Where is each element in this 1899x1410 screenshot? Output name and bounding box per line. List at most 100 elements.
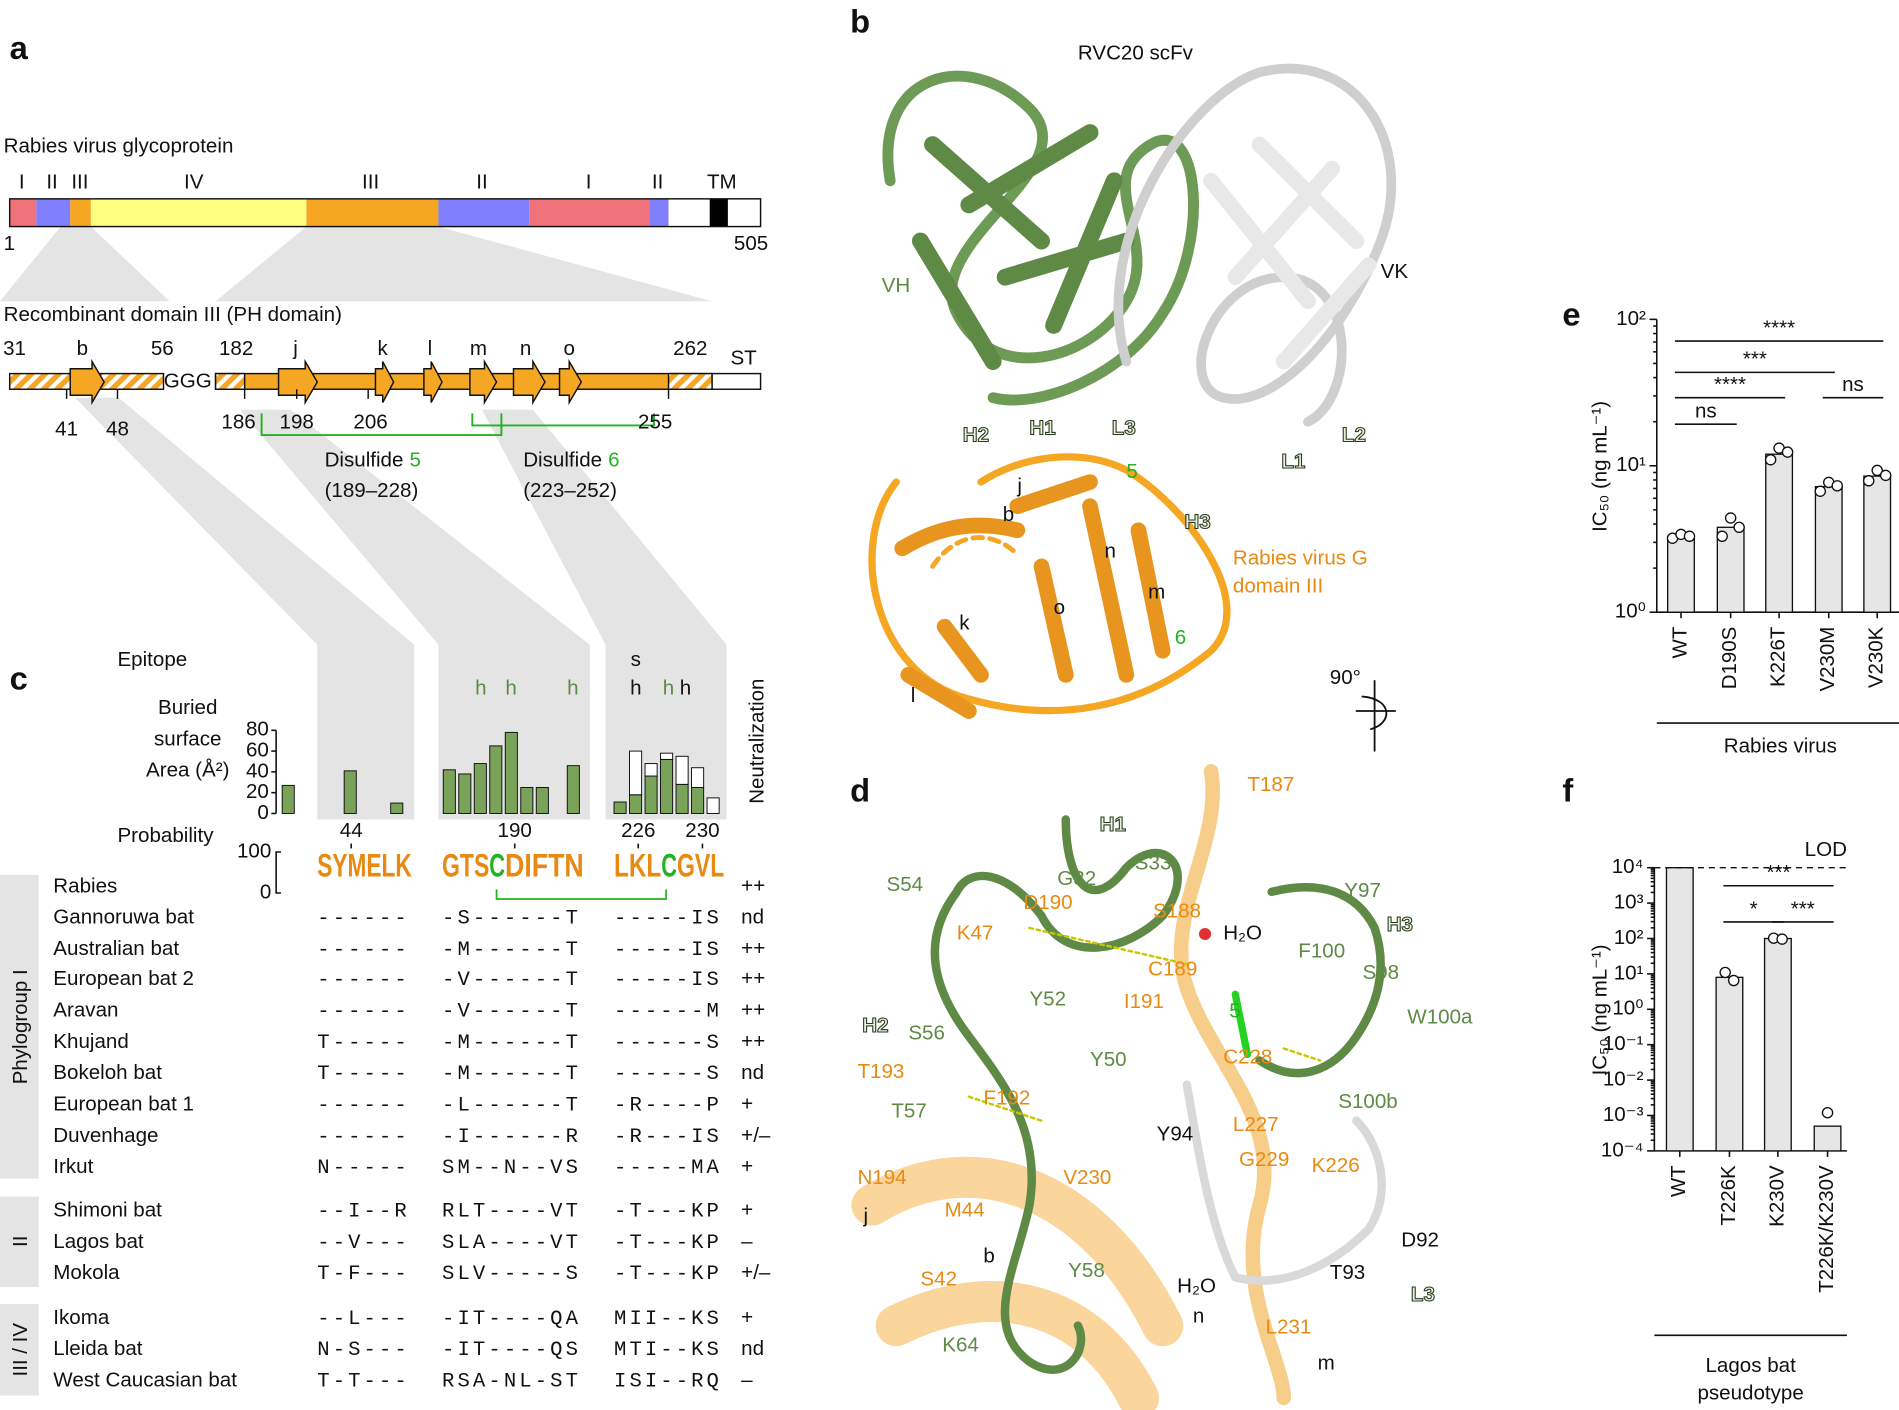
linker: GGG bbox=[164, 369, 212, 392]
bsa-tick-label: 40 bbox=[246, 759, 269, 782]
neutralization: nd bbox=[741, 1337, 764, 1360]
virus-name: European bat 1 bbox=[53, 1093, 194, 1116]
residue-label: m bbox=[1318, 1352, 1335, 1375]
domain-label: II bbox=[476, 171, 487, 194]
neutralization: +/– bbox=[741, 1261, 771, 1284]
construct-label: j bbox=[292, 337, 298, 360]
residue-label: Y94 bbox=[1157, 1123, 1194, 1146]
construct-title: Recombinant domain III (PH domain) bbox=[4, 303, 342, 326]
neutralization: ++ bbox=[741, 967, 765, 990]
panel-letter: f bbox=[1562, 772, 1573, 809]
gray-connectors-part bbox=[482, 409, 727, 820]
construct-label: ST bbox=[730, 347, 757, 370]
structure-b-part bbox=[1203, 136, 1377, 370]
structure-label: L2 bbox=[1342, 424, 1366, 447]
structure-label: VH bbox=[882, 274, 911, 297]
construct-label: m bbox=[470, 337, 487, 360]
bsa-tick-label: 80 bbox=[246, 718, 269, 741]
replicate-point bbox=[1862, 475, 1875, 487]
replicate-point bbox=[1683, 530, 1696, 543]
structure-label: m bbox=[1148, 580, 1165, 603]
domain-label: III bbox=[71, 171, 88, 194]
bsa-bar-stacked bbox=[706, 797, 720, 814]
bsa-bar bbox=[390, 802, 404, 814]
residue-label: 206 bbox=[353, 410, 387, 433]
sequence: RSA-NL-ST bbox=[442, 1371, 578, 1394]
domain-label: TM bbox=[707, 171, 737, 194]
bsa-title: Buried bbox=[158, 696, 217, 719]
bsa-bar bbox=[343, 770, 357, 814]
replicate-point bbox=[1716, 530, 1728, 543]
structure-b-part bbox=[1361, 695, 1388, 731]
residue-label: G229 bbox=[1239, 1148, 1289, 1171]
bsa-bar-stacked bbox=[691, 767, 705, 788]
bsa-bar bbox=[675, 783, 689, 814]
significance-label: **** bbox=[1763, 316, 1795, 339]
structure-label: RVC20 scFv bbox=[1078, 42, 1194, 65]
residue-label: M44 bbox=[945, 1199, 985, 1222]
bsa-bar-stacked bbox=[675, 755, 689, 785]
neutralization-title: Neutralization bbox=[746, 679, 769, 804]
glycoprotein-bar-part bbox=[70, 198, 91, 227]
sequence: ------ bbox=[317, 1001, 406, 1024]
y-tick-label: 10³ bbox=[1614, 891, 1644, 914]
bsa-bar-stacked bbox=[644, 763, 658, 777]
replicate-point bbox=[1814, 485, 1827, 497]
logo-bracket bbox=[495, 889, 667, 900]
logo-bracket-part bbox=[495, 889, 667, 900]
glycoprotein-bar-part bbox=[709, 198, 728, 227]
sequence-logo: C bbox=[661, 846, 677, 883]
residue-label: T93 bbox=[1330, 1261, 1365, 1284]
sequence: ------ bbox=[317, 939, 406, 962]
glycoprotein-bar-part bbox=[90, 198, 307, 227]
structure-d-part bbox=[1182, 1080, 1386, 1285]
residue-label: n bbox=[1193, 1305, 1204, 1328]
structure-d-part bbox=[1231, 990, 1252, 1059]
domain-label: II bbox=[46, 171, 57, 194]
structure-b-part bbox=[868, 453, 1231, 715]
sequence: N----- bbox=[317, 1157, 406, 1180]
sequence: -M------T bbox=[442, 1032, 578, 1055]
epitope-mark: h bbox=[680, 677, 691, 700]
disulfide-brackets bbox=[260, 413, 655, 437]
gray-connectors bbox=[0, 226, 727, 820]
bsa-bar bbox=[504, 731, 518, 814]
bsa-bar bbox=[535, 786, 549, 814]
sequence: -T---KP bbox=[614, 1232, 719, 1255]
bsa-tick-label: 0 bbox=[257, 801, 268, 824]
sequence: SLV-----S bbox=[442, 1263, 578, 1286]
sequence: T-F--- bbox=[317, 1263, 406, 1286]
y-tick-label: 10⁰ bbox=[1612, 997, 1643, 1020]
sequence: ------ bbox=[317, 1095, 406, 1118]
y-tick-label: 10² bbox=[1614, 926, 1644, 949]
sequence: -S------T bbox=[442, 908, 578, 931]
virus-name: Irkut bbox=[53, 1155, 93, 1178]
neutralization: – bbox=[741, 1369, 753, 1392]
residue-label: S188 bbox=[1153, 900, 1201, 923]
virus-name: Lagos bat bbox=[53, 1230, 144, 1253]
x-tick-label: V230K bbox=[1865, 626, 1888, 688]
bsa-bar bbox=[442, 769, 456, 814]
sequence: ------S bbox=[614, 1032, 719, 1055]
replicate-point bbox=[1776, 933, 1788, 945]
residue-label: T187 bbox=[1247, 773, 1294, 796]
virus-name: Ikoma bbox=[53, 1306, 110, 1329]
replicate-point bbox=[1719, 966, 1731, 979]
bar bbox=[1765, 453, 1794, 613]
structure-b-part bbox=[1355, 679, 1397, 752]
sequence: -T---KP bbox=[614, 1201, 719, 1224]
residue-label: D190 bbox=[1023, 891, 1072, 914]
structure-label: L3 bbox=[1112, 416, 1136, 439]
sequence: --L--- bbox=[317, 1308, 406, 1331]
structure-label: 6 bbox=[1175, 626, 1186, 649]
bsa-bar bbox=[473, 763, 487, 814]
bsa-bar-stacked bbox=[660, 752, 674, 760]
sequence-logo: LKL bbox=[614, 846, 661, 883]
domain-label: I bbox=[586, 171, 592, 194]
x-tick-label: T226K/K230V bbox=[1815, 1165, 1838, 1293]
structure-label: 5 bbox=[1126, 460, 1137, 483]
residue-label: H2 bbox=[862, 1014, 888, 1037]
virus-name: Mokola bbox=[53, 1261, 120, 1284]
residue-label: K226 bbox=[1312, 1154, 1360, 1177]
